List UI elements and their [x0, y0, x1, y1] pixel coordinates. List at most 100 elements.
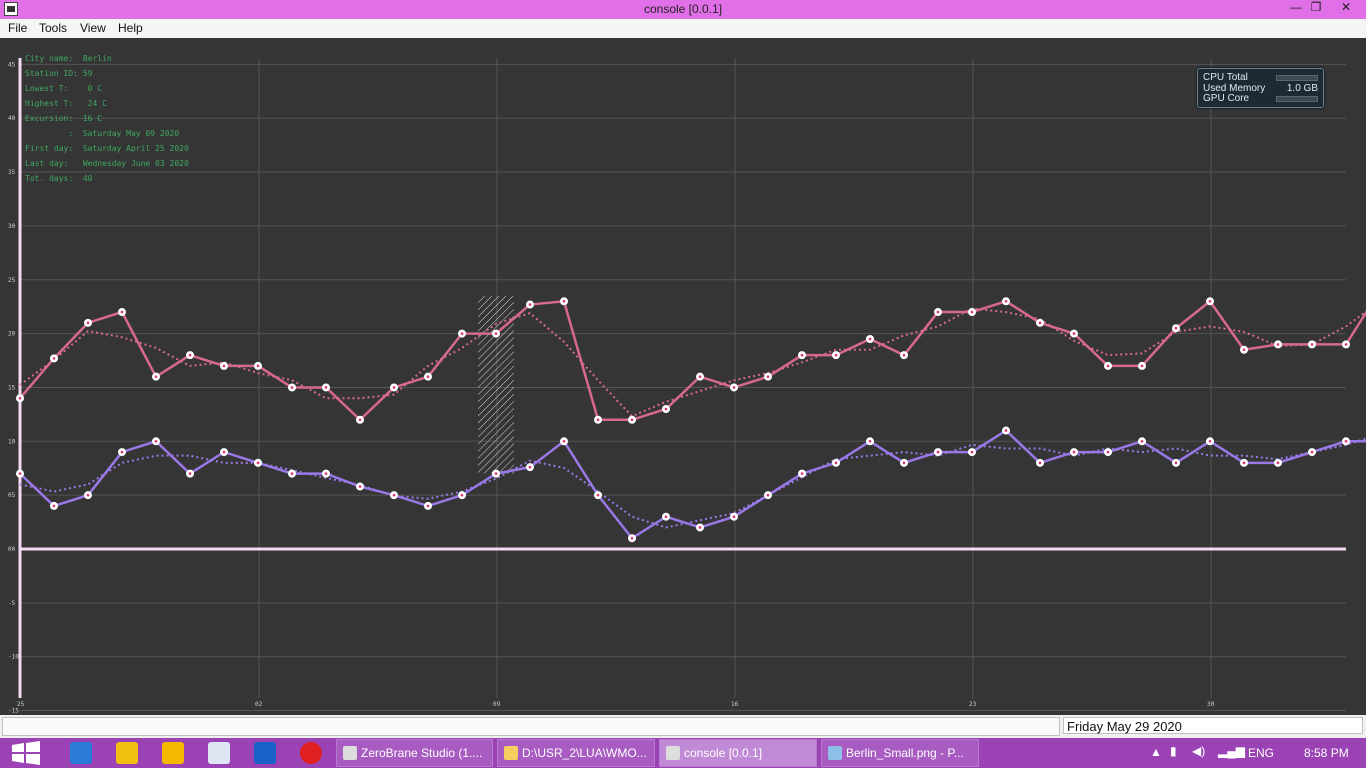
- cpu-bar: [1276, 75, 1318, 81]
- task-label: console [0.0.1]: [684, 746, 763, 760]
- high-temp-point-center: [1208, 299, 1212, 303]
- power-icon[interactable]: ▮: [1170, 744, 1177, 758]
- media-player-icon[interactable]: [116, 742, 138, 764]
- low-temp-point-center: [766, 493, 770, 497]
- y-tick-label: 45: [8, 61, 16, 68]
- folder-icon: [504, 746, 518, 760]
- low-temp-point-center: [834, 461, 838, 465]
- task-label: ZeroBrane Studio (1....: [361, 746, 483, 760]
- high-temp-point-center: [630, 418, 634, 422]
- network-icon[interactable]: ▂▄▆: [1218, 744, 1245, 758]
- task-label: D:\USR_2\LUA\WMO...: [522, 746, 647, 760]
- highlight-hatch: [478, 295, 514, 474]
- task-explorer[interactable]: D:\USR_2\LUA\WMO...: [497, 739, 655, 767]
- low-temp-point-center: [800, 472, 804, 475]
- info-line-excursion: Excursion: 16 C: [25, 114, 103, 123]
- high-temp-point-center: [1242, 348, 1246, 352]
- menu-bar: File Tools View Help: [0, 19, 1366, 38]
- opera-icon[interactable]: [300, 742, 322, 764]
- chart-canvas: -15 -10 -5 00 05 10 15 20 25 30 35 40 45 25 02 09 16 23 30…: [0, 38, 1366, 715]
- maximize-button[interactable]: ❐: [1310, 0, 1322, 14]
- language-indicator[interactable]: ENG: [1248, 746, 1275, 760]
- close-button[interactable]: ✕: [1340, 0, 1352, 14]
- high-temp-point-center: [426, 375, 430, 378]
- high-temp-point-center: [936, 310, 940, 314]
- minimize-button[interactable]: —: [1290, 0, 1302, 14]
- task-paint[interactable]: Berlin_Small.png - P...: [821, 739, 979, 767]
- low-temp-point-center: [1072, 450, 1076, 454]
- status-message-field: [2, 717, 1060, 736]
- x-tick-label: 25: [17, 701, 25, 708]
- low-temp-point-center: [494, 472, 498, 475]
- volume-icon[interactable]: ◀): [1192, 744, 1206, 758]
- low-temp-point-center: [698, 526, 702, 529]
- high-temp-point-center: [1038, 321, 1042, 325]
- app-launcher-icon[interactable]: [254, 742, 276, 764]
- title-bar: console [0.0.1] — ❐ ✕: [0, 0, 1366, 19]
- low-temp-point-center: [290, 472, 294, 475]
- info-line-station: Station ID: 59: [25, 69, 93, 78]
- high-temp-point-center: [1140, 364, 1144, 368]
- gpu-label: GPU Core: [1203, 93, 1250, 104]
- high-temp-point-center: [256, 364, 260, 368]
- x-tick-label: 23: [969, 701, 977, 708]
- info-line-lowest: Lowest T: 0 C: [25, 84, 103, 93]
- low-temp-point-center: [18, 472, 22, 475]
- task-zerobrane[interactable]: ZeroBrane Studio (1....: [336, 739, 493, 767]
- status-date: Friday May 29 2020: [1063, 717, 1363, 734]
- low-temp-point-center: [1344, 440, 1348, 443]
- performance-hud: CPU Total Used Memory 1.0 GB GPU Core: [1197, 68, 1324, 108]
- low-temp-point-center: [1106, 450, 1110, 454]
- task-label: Berlin_Small.png - P...: [846, 746, 964, 760]
- show-hidden-icons-icon[interactable]: ▲: [1150, 745, 1162, 759]
- menu-tools[interactable]: Tools: [39, 21, 68, 35]
- low-temp-point-center: [324, 472, 328, 475]
- high-temp-point-center: [18, 396, 22, 400]
- app-icon[interactable]: [4, 2, 18, 16]
- menu-view[interactable]: View: [80, 21, 106, 35]
- high-temp-point-center: [800, 353, 804, 357]
- x-tick-label: 02: [255, 701, 263, 708]
- low-temp-point-center: [1276, 461, 1280, 465]
- high-temp-point-center: [120, 310, 124, 314]
- taskbar: ZeroBrane Studio (1.... D:\USR_2\LUA\WMO…: [0, 738, 1366, 768]
- high-temp-point-center: [834, 353, 838, 357]
- start-button[interactable]: [8, 740, 44, 766]
- task-console[interactable]: console [0.0.1]: [659, 739, 817, 767]
- high-temp-point-center: [902, 353, 906, 357]
- high-temp-point-center: [494, 332, 498, 335]
- memory-label: Used Memory: [1203, 83, 1266, 94]
- player-icon[interactable]: [162, 742, 184, 764]
- low-temp-point-center: [630, 536, 634, 540]
- skype-icon[interactable]: [70, 742, 92, 764]
- high-temp-point-center: [222, 364, 226, 368]
- menu-help[interactable]: Help: [118, 21, 143, 35]
- low-temp-point-center: [970, 450, 974, 454]
- high-temp-point-center: [528, 303, 532, 306]
- x-tick-label: 09: [493, 701, 501, 708]
- calculator-icon[interactable]: [208, 742, 230, 764]
- high-temp-point-center: [766, 375, 770, 378]
- y-tick-label: 20: [8, 331, 16, 338]
- menu-file[interactable]: File: [8, 21, 28, 35]
- high-temp-point-center: [970, 310, 974, 314]
- y-tick-label: 30: [8, 223, 16, 230]
- low-temp-point-center: [1310, 450, 1314, 454]
- high-temp-point-center: [664, 407, 668, 411]
- gpu-bar: [1276, 96, 1318, 102]
- info-line-last-day: Last day: Wednesday June 03 2020: [25, 159, 189, 168]
- low-temp-point-center: [392, 493, 396, 497]
- info-line-city: City name: Berlin: [25, 54, 112, 63]
- memory-value: 1.0 GB: [1286, 83, 1318, 94]
- low-temp-point-center: [1038, 461, 1042, 465]
- low-temp-point-center: [936, 450, 940, 454]
- y-tick-label: -10: [8, 654, 19, 661]
- y-tick-label: 10: [8, 438, 16, 445]
- low-temp-trend-line: [19, 437, 1366, 529]
- high-temp-point-center: [290, 386, 294, 389]
- clock[interactable]: 8:58 PM: [1304, 746, 1349, 760]
- high-temp-point-center: [1276, 343, 1280, 346]
- high-temp-point-center: [1106, 364, 1110, 368]
- low-temp-point-center: [188, 472, 192, 475]
- low-temp-point-center: [868, 440, 872, 443]
